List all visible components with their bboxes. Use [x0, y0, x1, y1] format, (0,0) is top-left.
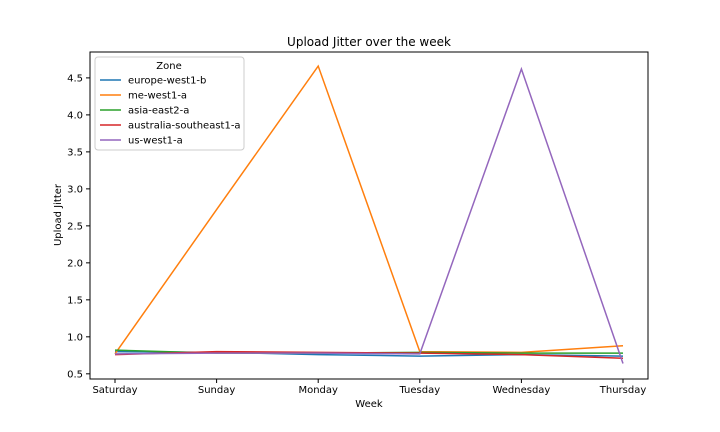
- y-tick-label: 3.5: [67, 147, 83, 158]
- legend-label: europe-west1-b: [128, 76, 206, 87]
- y-tick-label: 2.0: [67, 258, 83, 269]
- x-tick-label: Wednesday: [492, 385, 550, 396]
- legend-label: asia-east2-a: [128, 106, 189, 117]
- x-axis-title: Week: [355, 399, 383, 410]
- series-group: [114, 64, 624, 364]
- plot-frame: [89, 51, 649, 380]
- plot-area: [89, 51, 649, 380]
- legend: Zone europe-west1-b me-west1-a asia-east2-…: [94, 56, 245, 151]
- legend-title: Zone: [156, 61, 181, 72]
- x-tick-label: Sunday: [198, 385, 235, 396]
- y-axis: 0.5 1.0 1.5 2.0 2.5 3.0 3.5 4.0 4.5: [67, 73, 90, 380]
- legend-box: [94, 56, 245, 151]
- x-tick-label: Monday: [298, 385, 338, 396]
- y-axis-title: Upload Jitter: [53, 183, 64, 246]
- legend-label: us-west1-a: [128, 136, 183, 147]
- chart-title: Upload Jitter over the week: [287, 35, 451, 49]
- y-tick-label: 1.5: [67, 295, 83, 306]
- series-line-us-west1-a: [114, 66, 624, 364]
- x-tick-label: Thursday: [599, 385, 647, 396]
- x-tick-label: Saturday: [92, 385, 137, 396]
- x-axis: Saturday Sunday Monday Tuesday Wednesday Thur…: [92, 379, 646, 396]
- legend-label: me-west1-a: [128, 91, 187, 102]
- legend-label: australia-southeast1-a: [128, 121, 241, 132]
- y-tick-label: 2.5: [67, 221, 83, 232]
- y-tick-label: 4.5: [67, 73, 83, 84]
- y-tick-label: 3.0: [67, 184, 83, 195]
- x-tick-label: Tuesday: [398, 385, 440, 396]
- y-tick-label: 0.5: [67, 369, 83, 380]
- y-tick-label: 1.0: [67, 332, 83, 343]
- series-line-me-west1-a: [114, 64, 624, 355]
- legend-entries: europe-west1-b me-west1-a asia-east2-a aust…: [100, 76, 241, 147]
- y-tick-label: 4.0: [67, 110, 83, 121]
